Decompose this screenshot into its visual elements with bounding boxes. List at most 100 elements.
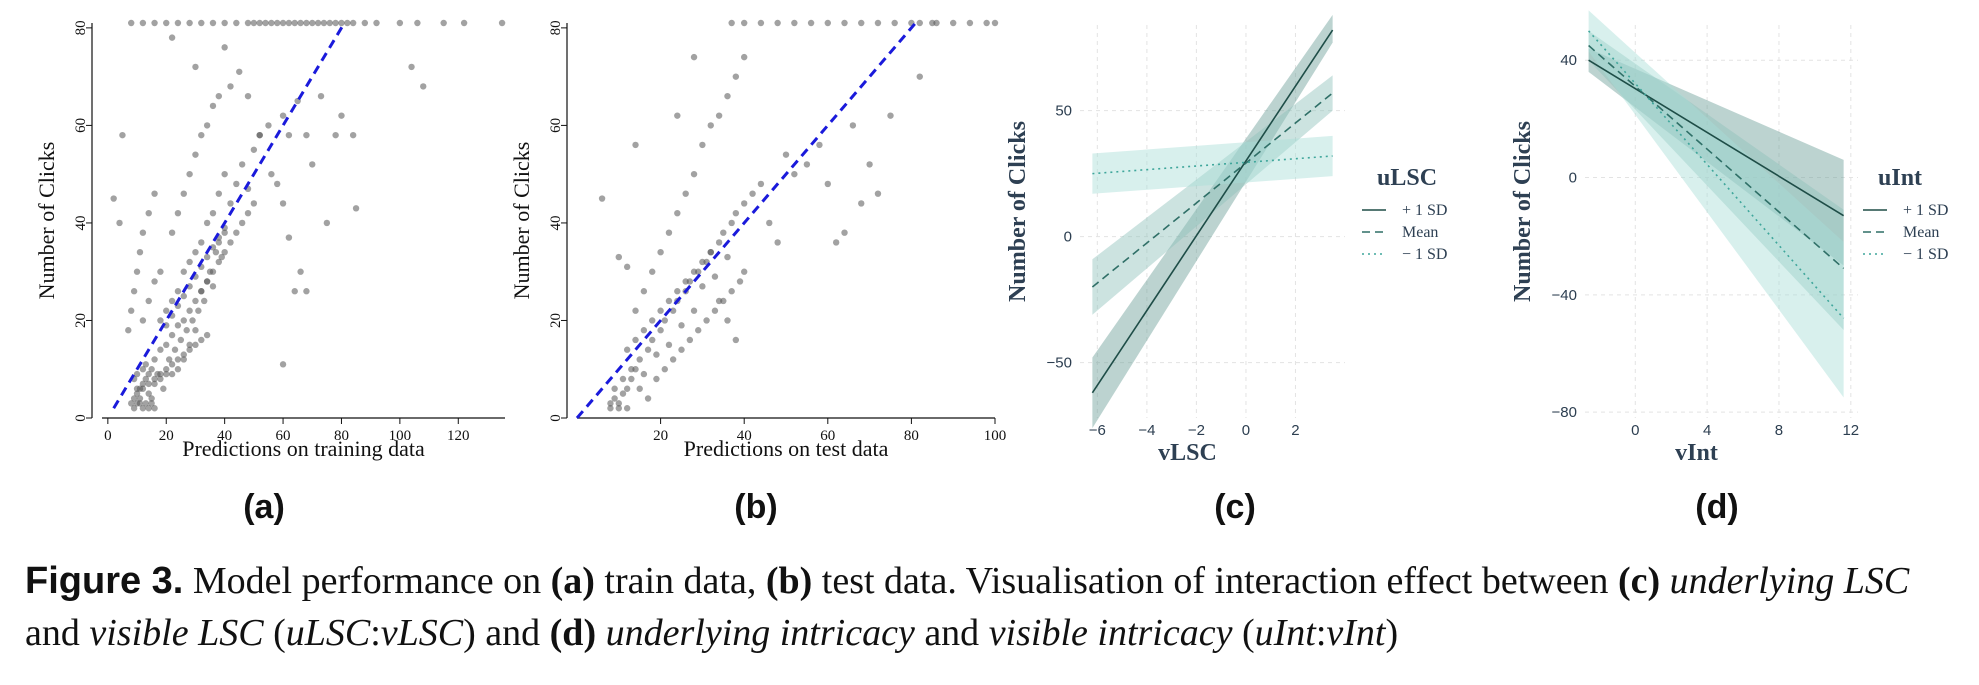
y-tick-label: 40 [1560,52,1577,69]
subfigure-label: (d) [1695,488,1738,526]
data-point [139,405,147,412]
caption-text: : [370,612,381,654]
data-point [297,19,304,27]
data-point [824,19,831,27]
data-point [326,19,333,27]
data-point [256,19,263,27]
data-point [644,395,652,402]
data-point [665,229,673,236]
data-point [498,19,506,27]
data-point [891,19,898,27]
x-tick-label: 0 [1242,422,1250,439]
data-point [186,346,193,353]
data-point [221,19,228,27]
data-point [757,19,765,27]
data-point [163,370,170,378]
data-point [866,161,873,168]
data-point [180,356,187,363]
data-point [649,336,656,344]
data-point [279,112,287,119]
data-point [619,375,627,383]
reference-line [575,22,917,419]
data-point [145,297,152,305]
data-point [157,370,164,378]
legend-item: Mean [1903,224,1939,241]
data-point [649,268,656,275]
data-point [203,253,211,261]
data-point [303,131,310,139]
series-line [1587,30,1845,319]
data-point [640,288,648,295]
caption-ref-b: (b) [765,560,813,602]
data-point [233,229,240,236]
data-point [615,253,622,261]
data-point [203,278,211,285]
scatter-panel-b: 20 40 60 80 100 0 20 40 60 80 Predictions on test … [509,19,1006,461]
data-point [209,244,217,251]
x-tick-label: 0 [104,428,112,444]
legend-item: − 1 SD [1402,246,1447,263]
data-point [715,239,723,246]
data-point [732,73,740,80]
data-point [352,205,360,212]
data-point [950,19,957,27]
x-tick-label: 120 [447,428,470,444]
data-point [669,356,677,363]
data-point [186,170,193,178]
data-point [983,19,990,27]
data-point [233,180,240,188]
data-point [163,341,170,349]
data-point [130,405,138,412]
data-point [640,370,648,378]
data-point [674,288,681,295]
data-point [774,239,781,246]
data-point [203,219,211,227]
data-point [916,73,923,80]
caption-text: train data, [594,560,766,602]
y-tick-label: −80 [1552,404,1577,421]
data-point [757,180,765,188]
data-point [766,219,773,227]
caption-figure-label: Figure 3. [25,560,184,602]
data-point [414,19,421,27]
data-point [171,346,179,353]
data-point [195,307,202,314]
data-point [966,19,974,27]
caption-text: test data. Visualisation of interaction … [812,560,1618,602]
x-tick-label: 80 [334,428,349,444]
data-point [611,385,618,392]
data-point [644,346,652,353]
y-tick-label: 40 [548,215,564,230]
data-point [244,209,252,217]
x-axis-label: Predictions on test data [684,436,889,461]
x-tick-label: 20 [653,428,668,444]
data-point [623,405,631,412]
data-point [151,375,158,383]
data-point [611,395,618,402]
data-point [174,288,182,295]
data-point [180,190,187,197]
data-point [174,366,182,373]
caption-text: ( [263,612,286,654]
x-tick-label: 0 [1631,422,1639,439]
data-point [632,307,639,314]
data-point [157,317,164,324]
data-point [841,229,848,236]
figure-caption: Figure 3. Model performance on (a) train… [25,555,1955,659]
data-point [221,248,228,256]
data-point [632,336,639,344]
data-point [628,375,635,383]
data-point [262,19,269,27]
data-point [408,63,415,71]
y-tick-label: 0 [1064,229,1072,246]
interaction-panel-d: 0 4 8 12 −80 −40 0 40 vInt Number of Clicks uInt + … [1510,10,1948,466]
data-point [816,141,823,149]
data-point [157,268,164,275]
data-point [151,405,158,412]
data-point [607,400,614,407]
data-point [711,273,719,280]
data-point [128,400,135,407]
data-point [168,370,176,378]
data-point [183,327,190,334]
